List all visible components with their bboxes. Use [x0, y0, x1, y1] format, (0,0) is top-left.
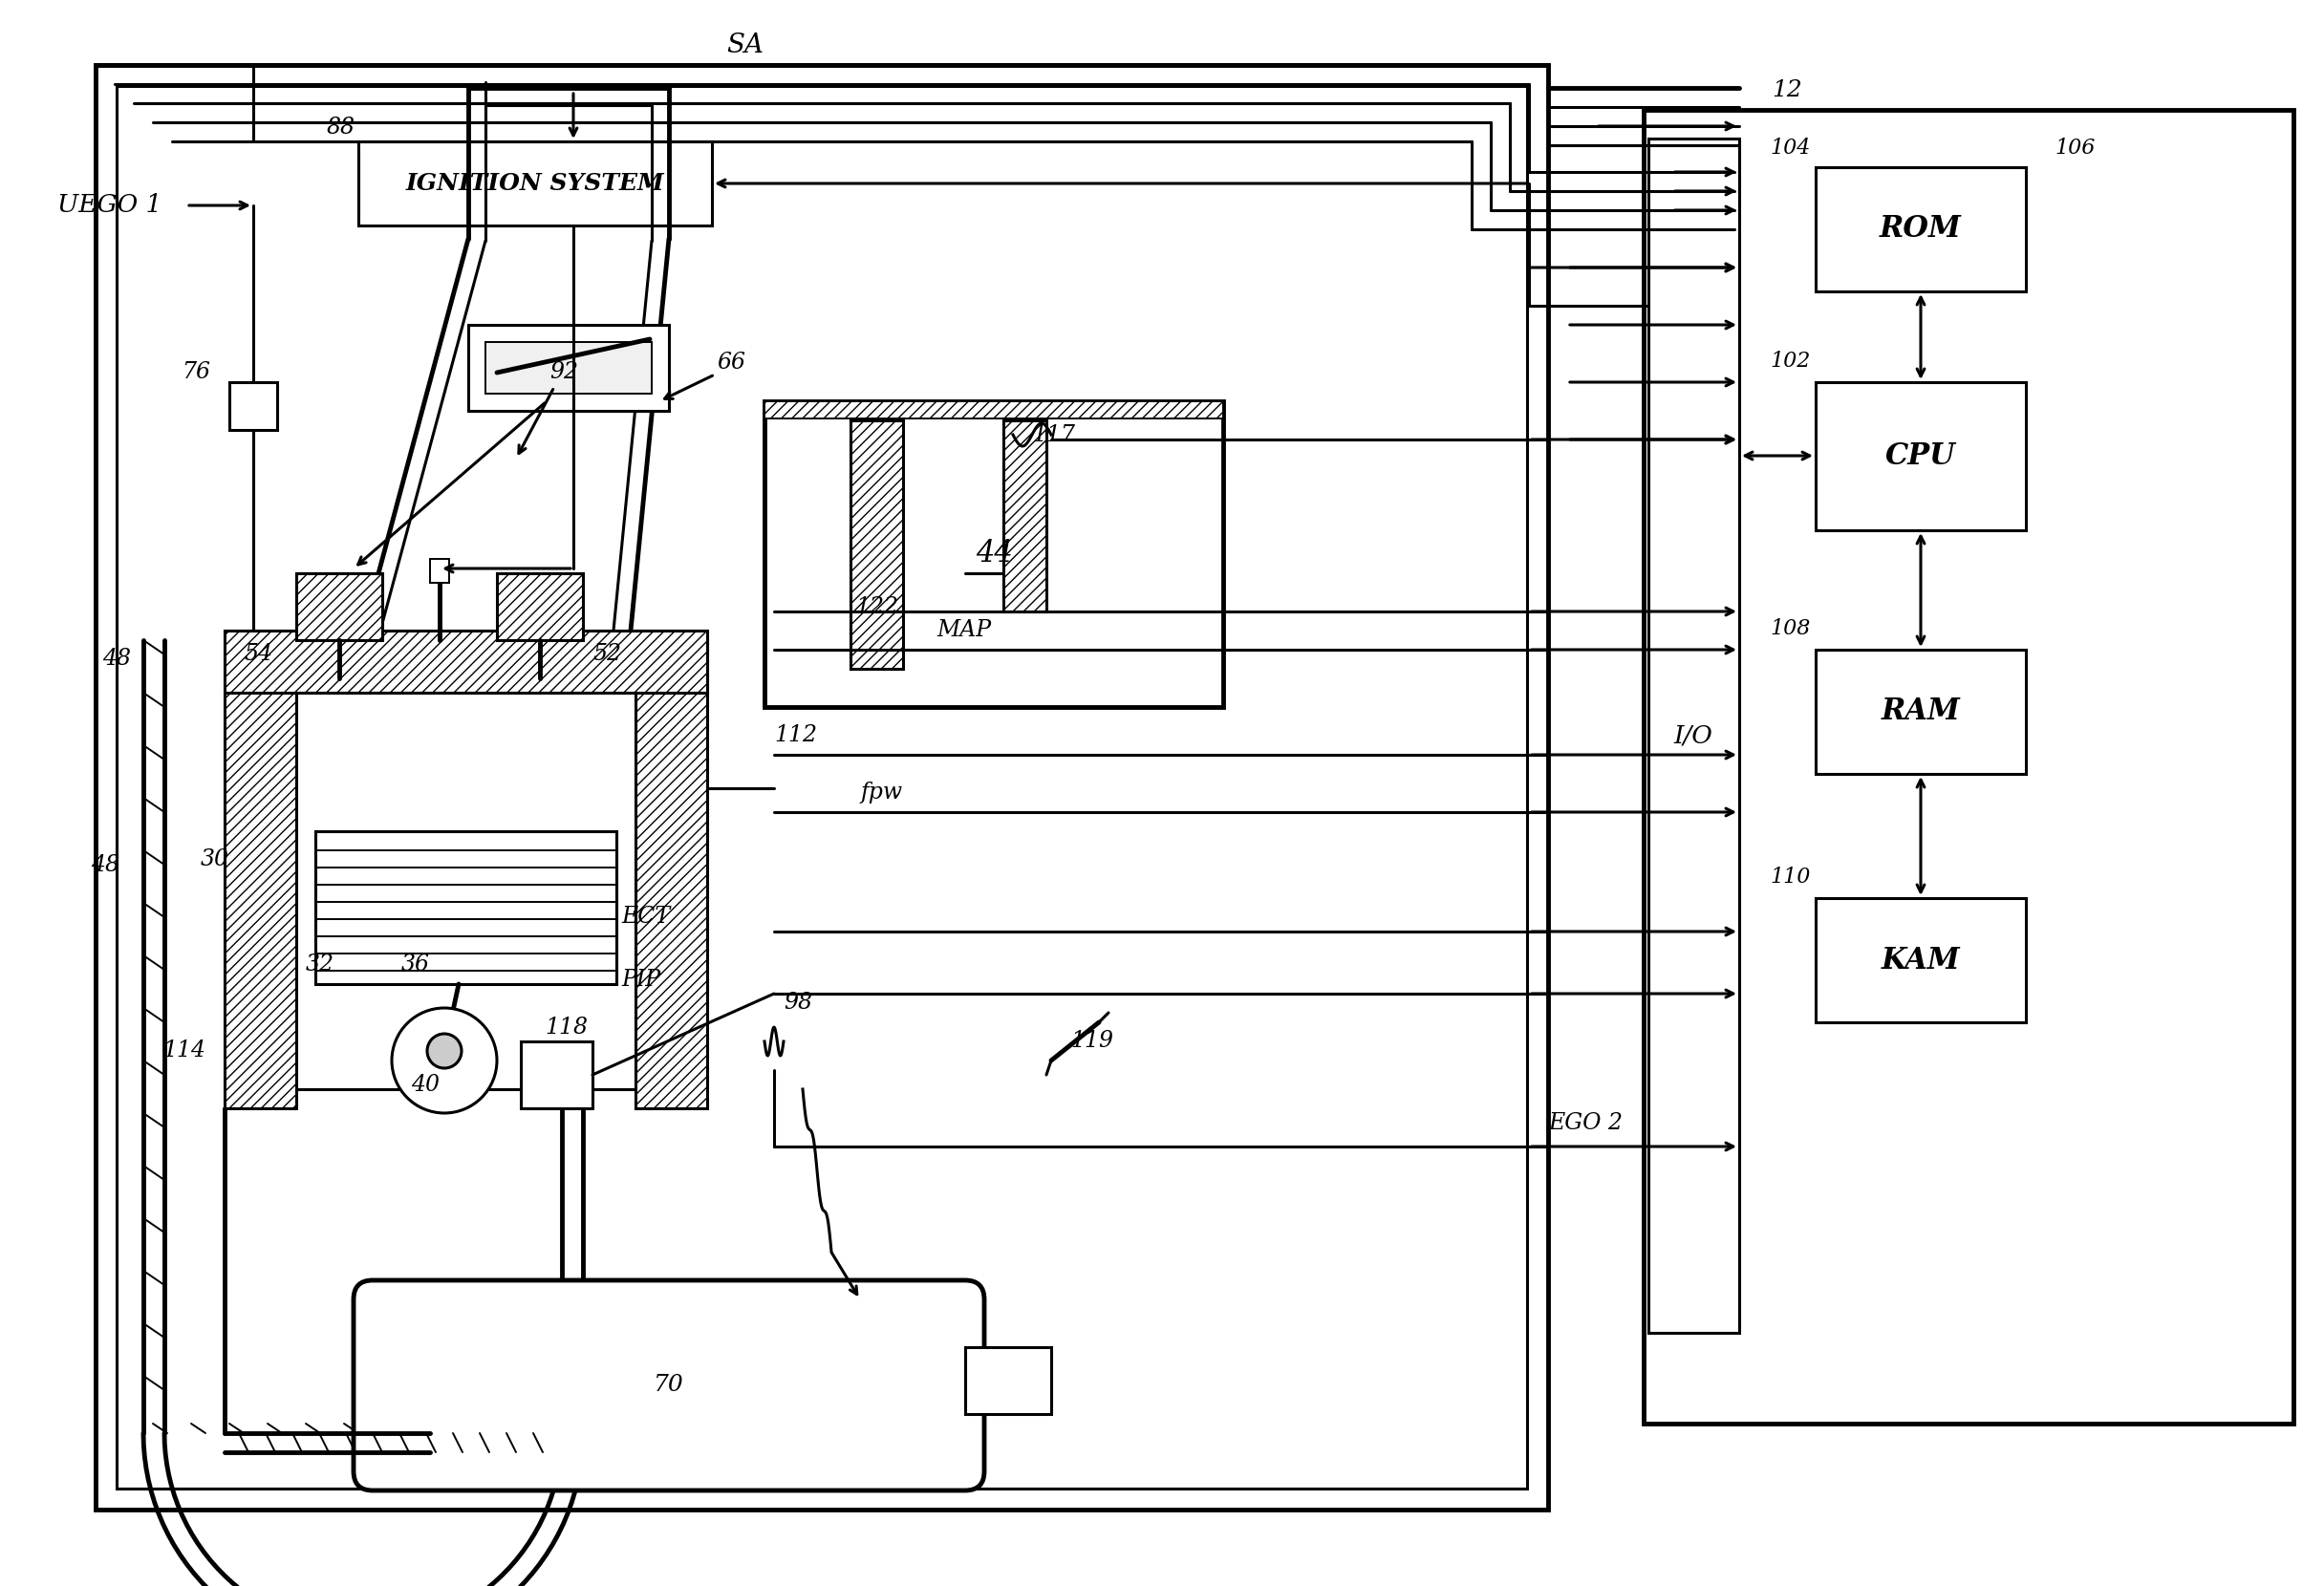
- Bar: [851, 420, 904, 669]
- Text: 66: 66: [716, 352, 746, 374]
- Text: 52: 52: [593, 644, 621, 666]
- Bar: [295, 693, 634, 1090]
- Text: EGO 2: EGO 2: [1548, 1112, 1622, 1134]
- Bar: [1643, 109, 2294, 1424]
- Bar: [765, 401, 1222, 419]
- Text: 98: 98: [783, 993, 813, 1013]
- Text: 12: 12: [1771, 79, 1801, 102]
- Bar: [497, 573, 583, 641]
- Text: CPU: CPU: [1885, 441, 1957, 471]
- FancyBboxPatch shape: [353, 1280, 985, 1491]
- Text: 108: 108: [1771, 619, 1810, 639]
- Bar: [225, 631, 295, 1109]
- Bar: [467, 325, 669, 411]
- Text: 76: 76: [181, 362, 209, 384]
- Bar: [1815, 650, 2027, 774]
- Text: 48: 48: [102, 649, 130, 671]
- Text: MAP: MAP: [937, 620, 990, 642]
- Text: 114: 114: [163, 1040, 205, 1063]
- Text: 110: 110: [1771, 866, 1810, 888]
- Text: 70: 70: [653, 1375, 683, 1396]
- Bar: [116, 86, 1527, 1489]
- Circle shape: [393, 1009, 497, 1113]
- Text: I/O: I/O: [1673, 723, 1713, 747]
- Bar: [964, 1347, 1050, 1415]
- Text: IGNITION SYSTEM: IGNITION SYSTEM: [407, 171, 665, 195]
- Bar: [634, 631, 706, 1109]
- Bar: [230, 382, 277, 430]
- Text: ECT: ECT: [621, 906, 669, 928]
- Text: 88: 88: [328, 116, 356, 138]
- Text: 30: 30: [200, 849, 230, 871]
- Text: 117: 117: [1032, 423, 1076, 446]
- Text: RAM: RAM: [1880, 696, 1959, 726]
- Bar: [1648, 138, 1738, 1332]
- Bar: [295, 573, 381, 641]
- Text: PIP: PIP: [621, 969, 660, 990]
- Text: 118: 118: [544, 1017, 588, 1039]
- Bar: [95, 65, 1548, 1510]
- Bar: [1004, 420, 1046, 612]
- Text: 48: 48: [91, 853, 119, 875]
- Text: SA: SA: [727, 33, 765, 59]
- Circle shape: [428, 1034, 462, 1067]
- Text: 44: 44: [976, 539, 1013, 569]
- Text: KAM: KAM: [1880, 945, 1959, 975]
- Text: 36: 36: [402, 955, 430, 975]
- Bar: [765, 401, 1222, 707]
- Text: 102: 102: [1771, 351, 1810, 371]
- Text: 40: 40: [411, 1074, 439, 1096]
- Text: 122: 122: [855, 596, 899, 617]
- Bar: [225, 631, 706, 693]
- Bar: [430, 558, 449, 582]
- Bar: [521, 1042, 593, 1109]
- Text: fpw: fpw: [860, 782, 902, 804]
- Text: 112: 112: [774, 725, 818, 747]
- Bar: [358, 141, 711, 225]
- Text: UEGO 1: UEGO 1: [58, 193, 163, 217]
- Bar: [1815, 167, 2027, 292]
- Text: 54: 54: [244, 644, 272, 666]
- Bar: [1815, 898, 2027, 1023]
- Bar: [316, 831, 616, 983]
- Text: 119: 119: [1071, 1031, 1113, 1053]
- Text: 104: 104: [1771, 138, 1810, 159]
- Bar: [1815, 382, 2027, 530]
- Bar: [486, 343, 651, 393]
- Text: 106: 106: [2054, 138, 2094, 159]
- Text: ROM: ROM: [1880, 214, 1961, 244]
- Text: 32: 32: [307, 955, 335, 975]
- Text: 92: 92: [548, 362, 579, 384]
